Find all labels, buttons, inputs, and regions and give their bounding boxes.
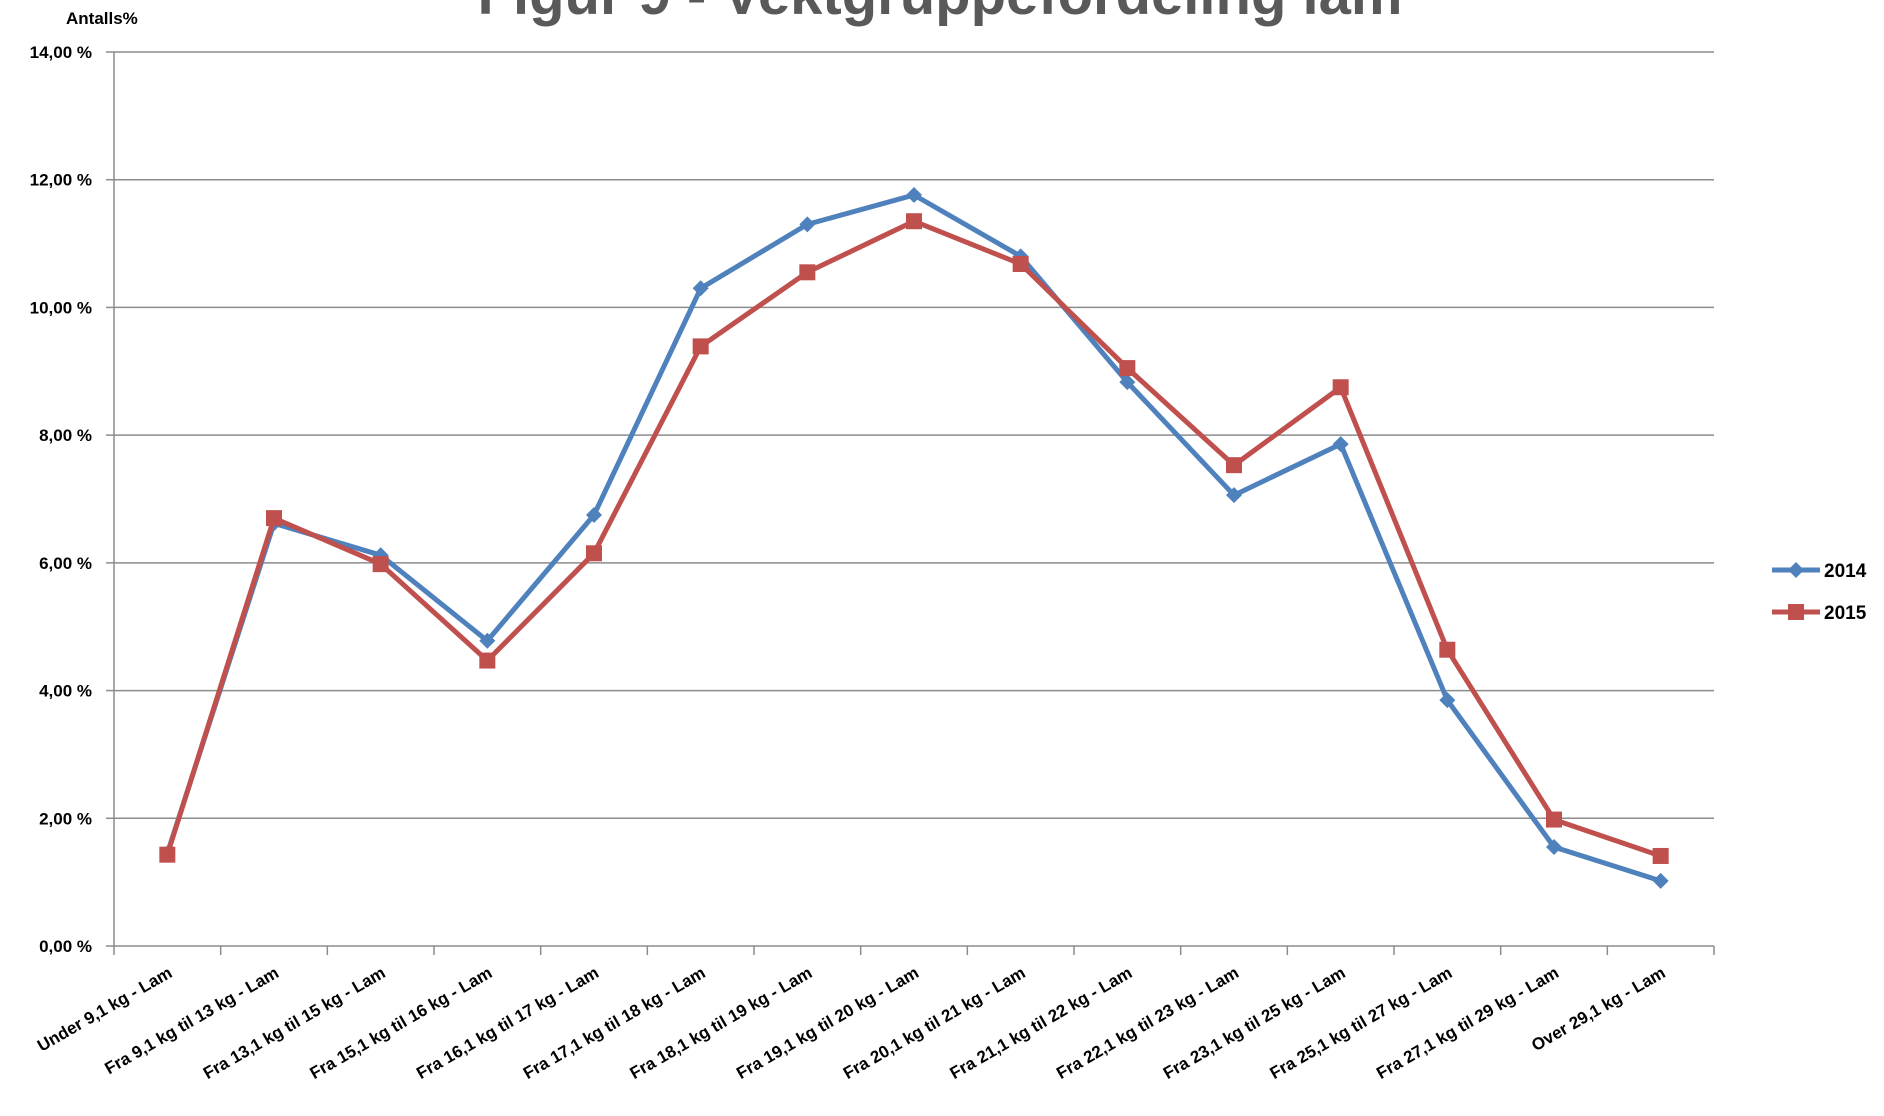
data-point-2014	[1653, 873, 1669, 889]
x-tick-label: Fra 25,1 kg til 27 kg - Lam	[1267, 963, 1456, 1083]
data-point-2015	[906, 213, 922, 229]
data-point-2015	[266, 510, 282, 526]
y-tick-label: 10,00 %	[30, 298, 92, 317]
data-point-2015	[1119, 360, 1135, 376]
data-point-2015	[373, 556, 389, 572]
x-tick-label: Fra 17,1 kg til 18 kg - Lam	[520, 963, 709, 1083]
x-tick-label: Fra 18,1 kg til 19 kg - Lam	[627, 963, 816, 1083]
x-tick-label: Fra 22,1 kg til 23 kg - Lam	[1053, 963, 1242, 1083]
y-axis-label: Antalls%	[66, 9, 138, 28]
y-tick-label: 6,00 %	[39, 554, 92, 573]
chart-title: Figur 9 - Vektgruppefordeling lam	[478, 0, 1403, 27]
x-tick-label: Fra 9,1 kg til 13 kg - Lam	[101, 963, 282, 1078]
series-line-2015	[167, 221, 1660, 856]
gridlines	[114, 52, 1714, 818]
data-point-2015	[1439, 642, 1455, 658]
legend-marker-2014	[1788, 562, 1804, 578]
x-tick-label: Fra 27,1 kg til 29 kg - Lam	[1373, 963, 1562, 1083]
data-point-2015	[1546, 812, 1562, 828]
x-tick-label: Fra 19,1 kg til 20 kg - Lam	[733, 963, 922, 1083]
labels: 0,00 % 2,00 % 4,00 % 6,00 % 8,00 % 10,00 % 12,…	[30, 0, 1669, 1083]
data-point-2015	[159, 847, 175, 863]
x-tick-label: Fra 15,1 kg til 16 kg - Lam	[307, 963, 496, 1083]
data-point-2015	[799, 264, 815, 280]
y-tick-label: 12,00 %	[30, 171, 92, 190]
y-tick-label: 8,00 %	[39, 426, 92, 445]
data-point-2015	[479, 653, 495, 669]
data-point-2015	[1226, 457, 1242, 473]
x-tick-label: Fra 21,1 kg til 22 kg - Lam	[947, 963, 1136, 1083]
x-tick-label: Fra 13,1 kg til 15 kg - Lam	[200, 963, 389, 1083]
x-tick-label: Fra 23,1 kg til 25 kg - Lam	[1160, 963, 1349, 1083]
data-point-2015	[1013, 256, 1029, 272]
series-line-2014	[167, 195, 1660, 881]
legend-label: 2015	[1824, 603, 1867, 624]
data-point-2015	[693, 338, 709, 354]
y-tick-label: 4,00 %	[39, 682, 92, 701]
x-tick-label: Fra 16,1 kg til 17 kg - Lam	[413, 963, 602, 1083]
legend: 2014 2015	[1772, 561, 1867, 624]
y-tick-label: 2,00 %	[39, 809, 92, 828]
x-tick-label: Fra 20,1 kg til 21 kg - Lam	[840, 963, 1029, 1083]
y-tick-label: 0,00 %	[39, 937, 92, 956]
y-tick-label: 14,00 %	[30, 43, 92, 62]
data-point-2014	[1333, 436, 1349, 452]
legend-label: 2014	[1824, 561, 1867, 582]
axes	[106, 52, 1714, 955]
data-point-2015	[1333, 379, 1349, 395]
legend-marker-2015	[1788, 604, 1804, 620]
data-point-2015	[1653, 848, 1669, 864]
data-point-2015	[586, 545, 602, 561]
series	[159, 187, 1668, 889]
